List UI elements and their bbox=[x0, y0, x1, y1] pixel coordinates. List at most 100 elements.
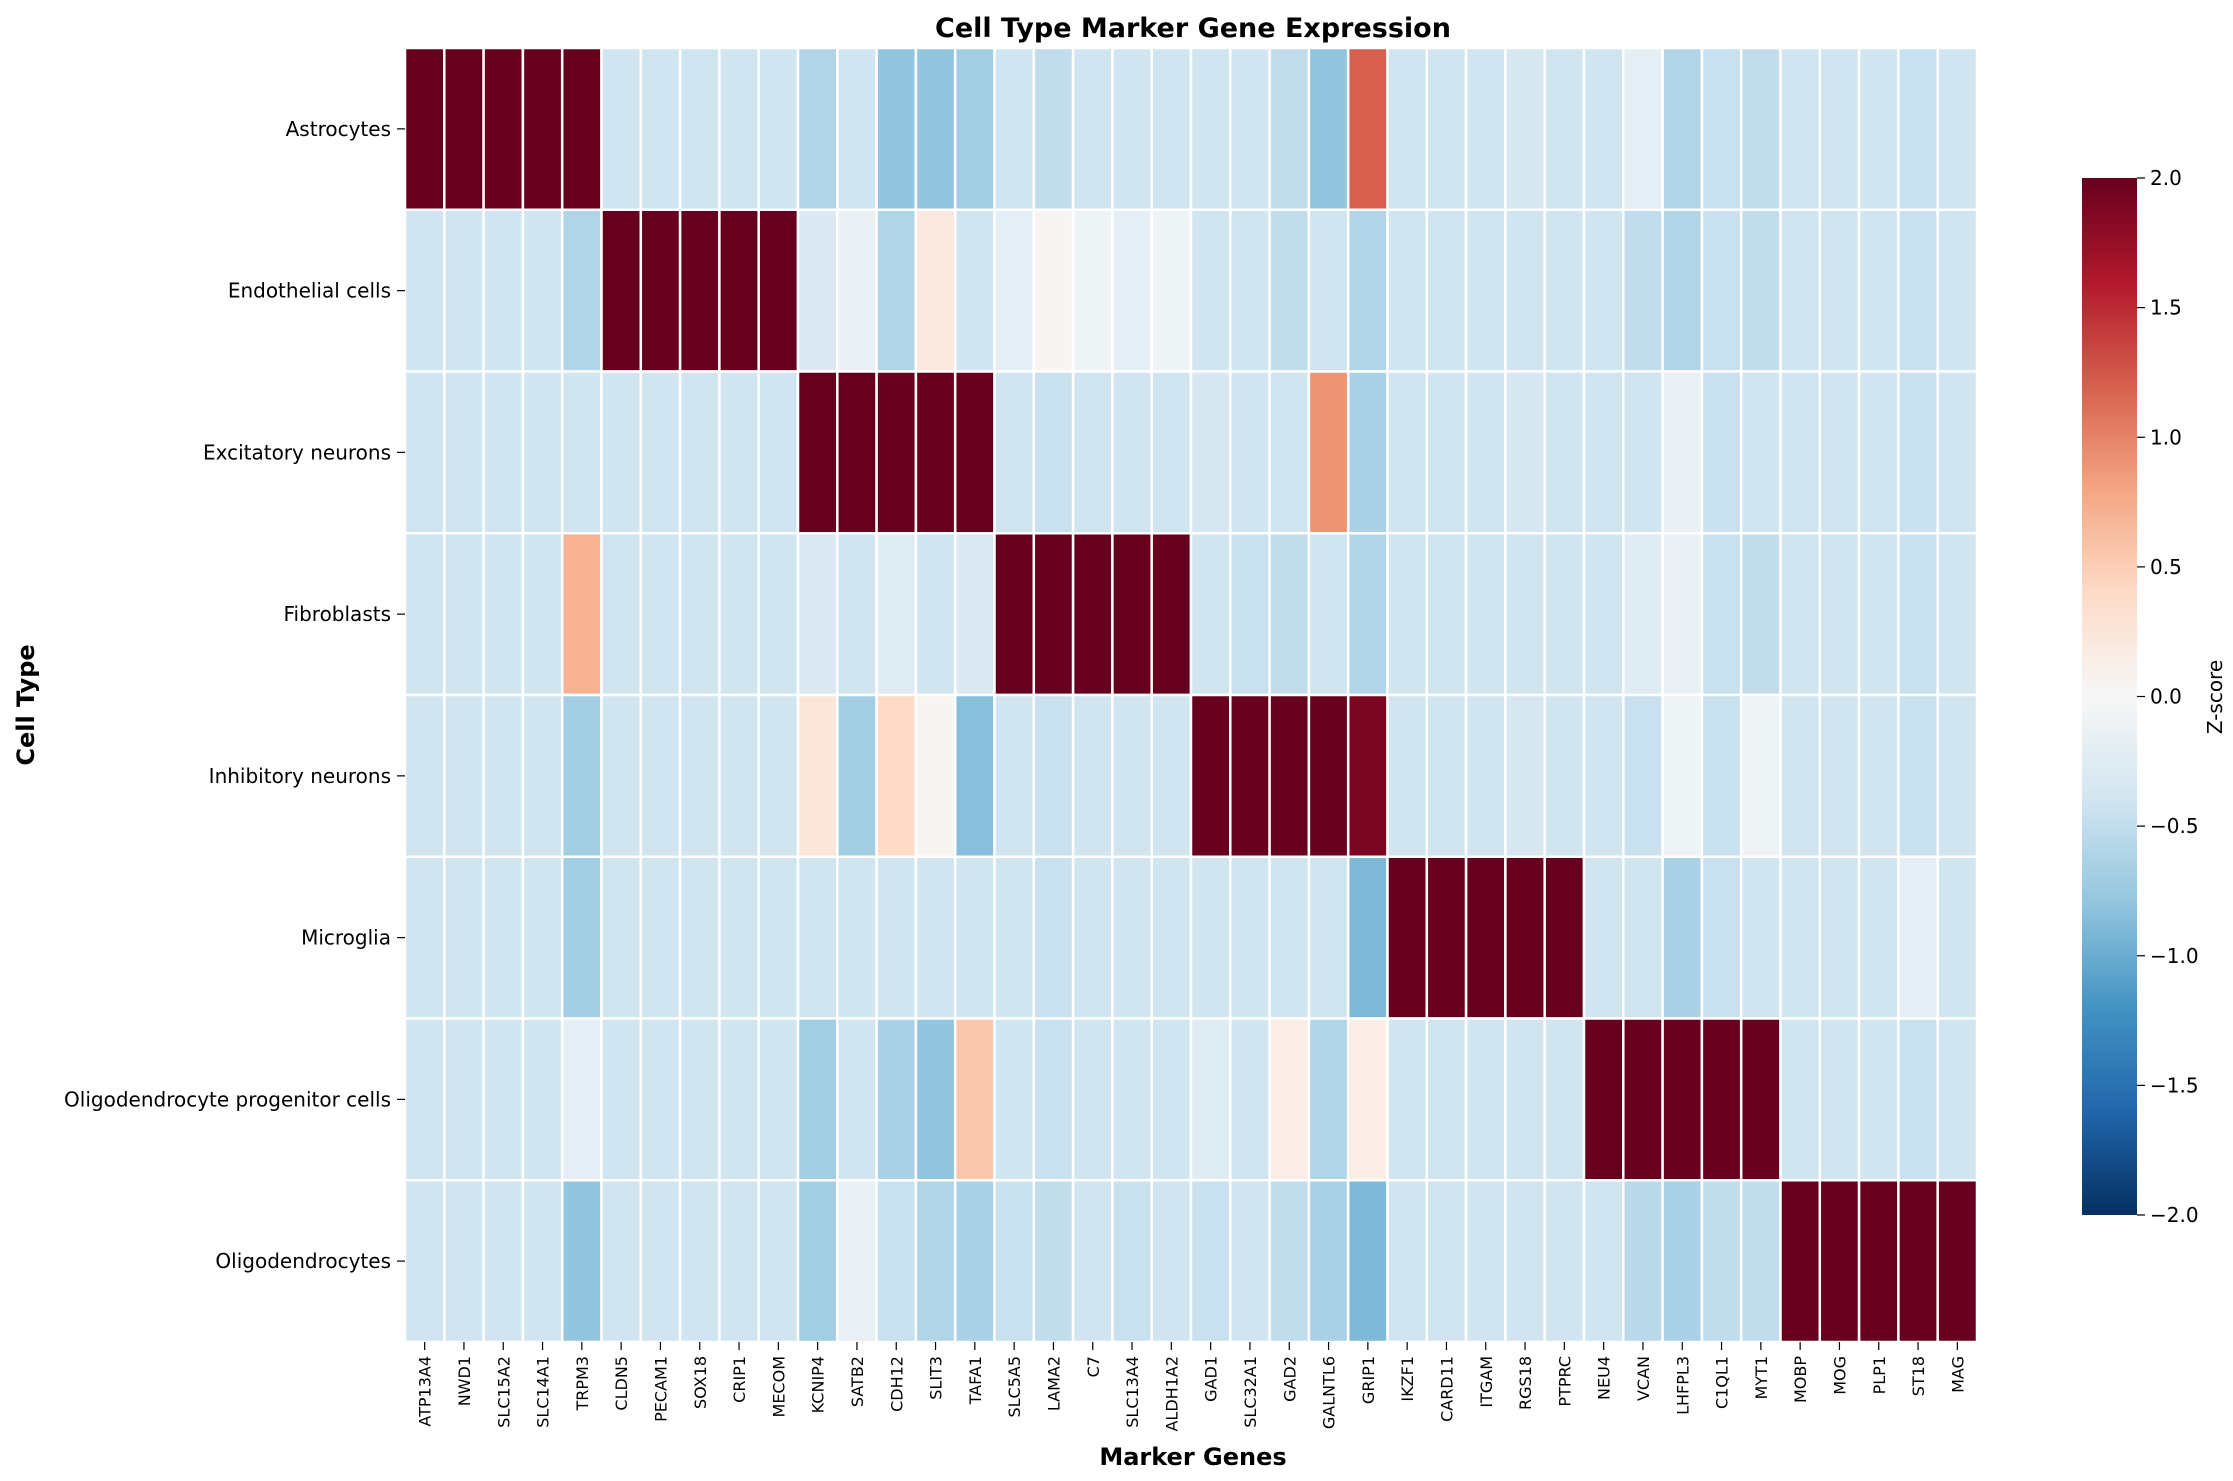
heatmap-cell bbox=[1386, 208, 1429, 373]
column-tick-label: SLC14A1 bbox=[534, 1356, 553, 1428]
heatmap-cell bbox=[1897, 855, 1939, 1020]
heatmap-cell bbox=[1071, 532, 1114, 697]
heatmap-cell bbox=[836, 370, 878, 535]
heatmap-cell bbox=[1622, 1179, 1664, 1344]
column-tick-label: C1QL1 bbox=[1713, 1356, 1732, 1409]
colorbar-tick-label: 0.0 bbox=[2150, 685, 2182, 709]
heatmap-cell bbox=[1543, 693, 1586, 858]
heatmap-cell bbox=[1307, 46, 1350, 211]
heatmap-cell bbox=[836, 1179, 878, 1344]
heatmap-cell bbox=[1032, 370, 1075, 535]
heatmap-cell bbox=[796, 693, 839, 858]
heatmap-cell bbox=[1661, 46, 1704, 211]
heatmap-cell bbox=[443, 693, 485, 858]
heatmap-cell bbox=[718, 1179, 760, 1344]
heatmap-cell bbox=[1346, 1017, 1389, 1182]
colorbar-ticks: −2.0 −1.5 −1.0 −0.5 0.0 0.5 1.0 1.5 2.0 bbox=[2137, 166, 2199, 1227]
heatmap-cell bbox=[1346, 693, 1389, 858]
colorbar-tick-label: 1.5 bbox=[2150, 296, 2182, 320]
column-tick-label: PTPRC bbox=[1555, 1356, 1574, 1407]
heatmap-cell bbox=[718, 370, 760, 535]
heatmap-cell bbox=[1386, 855, 1429, 1020]
heatmap-cell bbox=[875, 532, 918, 697]
column-tick-label: CARD11 bbox=[1437, 1356, 1456, 1422]
heatmap-cell bbox=[914, 855, 957, 1020]
heatmap-cell bbox=[1779, 370, 1822, 535]
heatmap-cell bbox=[1700, 532, 1743, 697]
heatmap-cell bbox=[1936, 532, 1979, 697]
column-tick-label: SLC5A5 bbox=[1005, 1356, 1024, 1418]
heatmap-cell bbox=[600, 693, 643, 858]
heatmap-cell bbox=[1739, 532, 1782, 697]
heatmap-cell bbox=[1897, 532, 1939, 697]
heatmap-cell bbox=[953, 1017, 996, 1182]
heatmap-cell bbox=[757, 46, 800, 211]
row-tick-label: Oligodendrocytes bbox=[215, 1249, 391, 1273]
row-tick-label: Inhibitory neurons bbox=[209, 764, 391, 788]
heatmap-cell bbox=[1622, 532, 1664, 697]
heatmap-cell bbox=[678, 1017, 721, 1182]
heatmap-cell bbox=[796, 370, 839, 535]
heatmap-cell bbox=[1897, 693, 1939, 858]
heatmap-cell bbox=[1779, 1017, 1822, 1182]
heatmap-cell bbox=[1346, 370, 1389, 535]
heatmap-cell bbox=[1622, 1017, 1664, 1182]
chart-title: Cell Type Marker Gene Expression bbox=[935, 13, 1451, 44]
heatmap-cell bbox=[1150, 370, 1193, 535]
heatmap-cell bbox=[521, 693, 564, 858]
heatmap-cell bbox=[1386, 1179, 1429, 1344]
heatmap-cell bbox=[1032, 693, 1075, 858]
heatmap-cell bbox=[1504, 1179, 1546, 1344]
heatmap-cell bbox=[639, 693, 682, 858]
heatmap-cell bbox=[1032, 532, 1075, 697]
heatmap-cell bbox=[1504, 46, 1546, 211]
heatmap-cell bbox=[1071, 1017, 1114, 1182]
heatmap-cell bbox=[1150, 532, 1193, 697]
heatmap-cell bbox=[914, 46, 957, 211]
column-tick-label: SOX18 bbox=[691, 1356, 710, 1409]
heatmap-cell bbox=[560, 208, 603, 373]
heatmap-cell bbox=[757, 208, 800, 373]
heatmap-cell bbox=[1897, 1017, 1939, 1182]
column-tick-label: C7 bbox=[1084, 1356, 1103, 1377]
heatmap-cell bbox=[1268, 693, 1311, 858]
heatmap-cell bbox=[1229, 46, 1271, 211]
heatmap-cell bbox=[1346, 1179, 1389, 1344]
heatmap-cell bbox=[1386, 370, 1429, 535]
heatmap-cell bbox=[993, 693, 1036, 858]
heatmap-cell bbox=[993, 208, 1036, 373]
heatmap-cell bbox=[875, 1017, 918, 1182]
heatmap-cell bbox=[1739, 693, 1782, 858]
heatmap-cell bbox=[1700, 1017, 1743, 1182]
heatmap-cell bbox=[1150, 855, 1193, 1020]
heatmap-cell bbox=[1857, 532, 1900, 697]
heatmap-cells bbox=[403, 46, 1979, 1344]
heatmap-cell bbox=[993, 532, 1036, 697]
row-tick-label: Excitatory neurons bbox=[203, 440, 391, 464]
heatmap-cell bbox=[1582, 370, 1625, 535]
heatmap-cell bbox=[1543, 1017, 1586, 1182]
heatmap-cell bbox=[1543, 46, 1586, 211]
heatmap-cell bbox=[1818, 693, 1861, 858]
heatmap-cell bbox=[1739, 1179, 1782, 1344]
heatmap-cell bbox=[443, 208, 485, 373]
heatmap-cell bbox=[953, 1179, 996, 1344]
column-tick-label: SLC15A2 bbox=[494, 1356, 513, 1428]
heatmap-cell bbox=[914, 1017, 957, 1182]
heatmap-cell bbox=[1032, 1179, 1075, 1344]
heatmap-cell bbox=[1346, 208, 1389, 373]
heatmap-cell bbox=[1111, 208, 1153, 373]
heatmap-cell bbox=[1700, 208, 1743, 373]
heatmap-cell bbox=[639, 532, 682, 697]
heatmap-cell bbox=[914, 1179, 957, 1344]
column-tick-label: PLP1 bbox=[1870, 1356, 1889, 1394]
heatmap-cell bbox=[1307, 1179, 1350, 1344]
colorbar-tick-label: 0.5 bbox=[2150, 555, 2182, 579]
heatmap-cell bbox=[1386, 46, 1429, 211]
column-tick-label: SATB2 bbox=[848, 1356, 867, 1407]
column-tick-label: CRIP1 bbox=[730, 1356, 749, 1403]
column-tick-label: SLC13A4 bbox=[1123, 1356, 1142, 1428]
heatmap-cell bbox=[1936, 1017, 1979, 1182]
heatmap-cell bbox=[757, 693, 800, 858]
heatmap-cell bbox=[1818, 855, 1861, 1020]
